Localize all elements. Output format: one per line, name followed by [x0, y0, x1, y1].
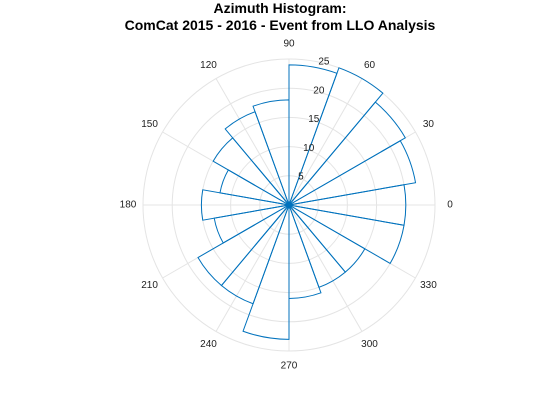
angle-grid-spoke [215, 78, 290, 206]
chart-title: Azimuth Histogram: ComCat 2015 - 2016 - … [0, 0, 560, 34]
angle-tick-label: 240 [200, 339, 217, 350]
histogram-bin [288, 64, 338, 206]
angle-tick-label: 210 [141, 280, 158, 291]
angle-grid-spoke [215, 204, 290, 332]
angle-tick-label: 270 [281, 361, 298, 372]
histogram-bin [212, 137, 290, 206]
angle-grid-spoke [288, 78, 363, 206]
chart-title-line-1: Azimuth Histogram: [213, 0, 347, 16]
radial-tick-label: 10 [303, 143, 315, 154]
radial-tick-label: 20 [313, 85, 325, 96]
histogram-bin [242, 204, 290, 340]
angle-tick-label: 300 [361, 339, 378, 350]
angle-grid-spoke [288, 204, 363, 332]
histogram-bin [288, 67, 384, 206]
histogram-bin [224, 111, 290, 206]
histogram-bin [288, 204, 347, 288]
angle-tick-label: 120 [200, 60, 217, 71]
chart-title-line-2: ComCat 2015 - 2016 - Event from LLO Anal… [124, 17, 436, 33]
histogram-bin [200, 189, 290, 221]
histogram-bin [288, 204, 405, 265]
angle-tick-label: 180 [120, 200, 137, 211]
angle-tick-label: 60 [364, 60, 376, 71]
histogram-bin [252, 99, 290, 206]
radial-tick-label: 5 [298, 172, 304, 183]
radial-tick-label: 15 [308, 114, 320, 125]
radial-tick-label: 25 [318, 57, 330, 68]
histogram-bin [288, 204, 322, 299]
angle-tick-label: 0 [447, 200, 453, 211]
angle-tick-label: 330 [420, 280, 437, 291]
histogram-bin [220, 204, 290, 305]
angle-tick-label: 90 [283, 39, 295, 50]
angle-tick-label: 150 [141, 119, 158, 130]
histogram-bars [197, 64, 417, 340]
tick-labels: 0 30 60 90 120 150 180 210 240 270 300 330 5 10 15 20 25 [120, 39, 454, 372]
angle-tick-label: 30 [423, 119, 435, 130]
